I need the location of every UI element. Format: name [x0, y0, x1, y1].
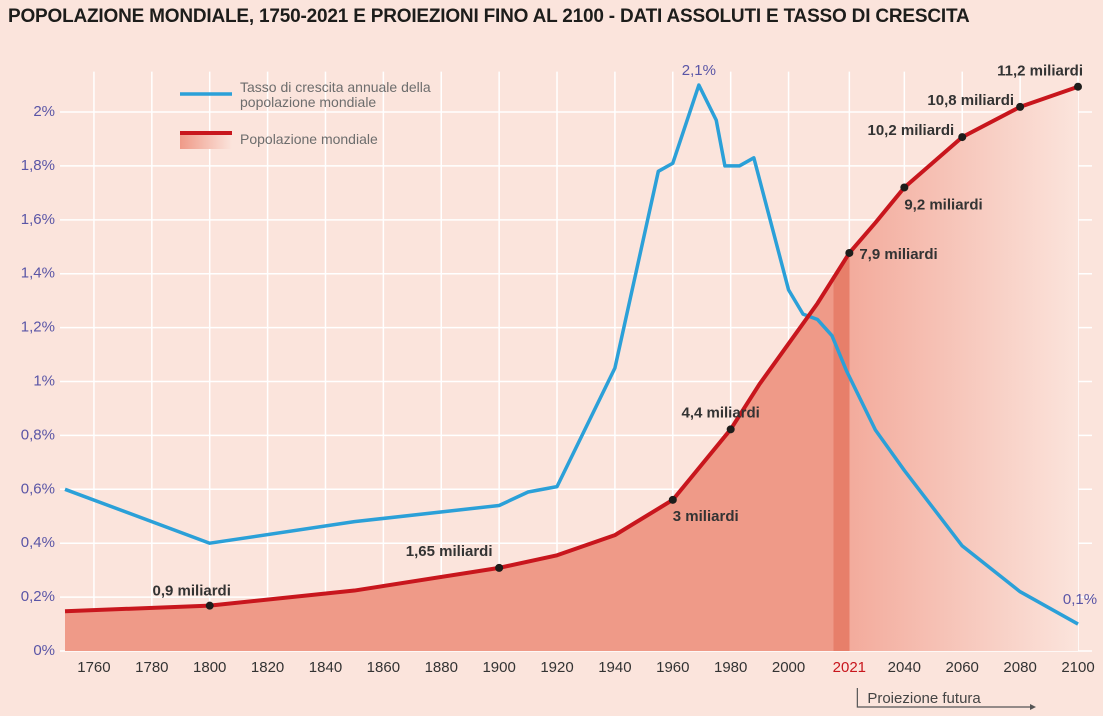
legend-label: Tasso di crescita annuale della popolazi… — [240, 79, 431, 110]
x-tick-label: 1900 — [482, 659, 515, 676]
y-tick-label: 0,4% — [21, 534, 55, 551]
y-tick-label: 0,8% — [21, 426, 55, 443]
data-label: 9,2 miliardi — [904, 196, 982, 213]
projection-bracket — [856, 688, 1030, 708]
x-tick-label: 1780 — [135, 659, 168, 676]
point — [726, 425, 735, 434]
x-tick-label: 2021 — [833, 659, 866, 676]
legend-label: Popolazione mondiale — [240, 131, 378, 147]
x-tick-label: 1940 — [598, 659, 631, 676]
line — [64, 84, 1079, 614]
y-tick-label: 1,2% — [21, 319, 55, 336]
data-label: 10,8 miliardi — [927, 92, 1014, 109]
x-tick-label: 1820 — [251, 659, 284, 676]
point — [668, 495, 677, 504]
x-tick-label: 2000 — [772, 659, 805, 676]
y-tick-label: 0,2% — [21, 588, 55, 605]
point — [845, 248, 854, 257]
projection-arrow — [1030, 704, 1036, 710]
x-tick-label: 1920 — [540, 659, 573, 676]
x-tick-label: 1880 — [425, 659, 458, 676]
y-tick-label: 0,6% — [21, 480, 55, 497]
y-tick-label: 1,4% — [21, 265, 55, 282]
data-label: 0,9 miliardi — [153, 583, 231, 600]
data-label: 7,9 miliardi — [859, 246, 937, 263]
data-label: 2,1% — [682, 62, 716, 79]
point — [1016, 102, 1025, 111]
projection-label: Proiezione futura — [867, 690, 981, 707]
legend-swatch — [180, 133, 232, 149]
x-tick-label: 2100 — [1061, 659, 1094, 676]
x-tick-label: 1960 — [656, 659, 689, 676]
data-label: 0,1% — [1063, 591, 1097, 608]
data-label: 4,4 miliardi — [681, 404, 759, 421]
x-tick-label: 1840 — [309, 659, 342, 676]
chart-title: POPOLAZIONE MONDIALE, 1750-2021 E PROIEZ… — [8, 6, 970, 27]
y-tick-label: 2% — [33, 103, 55, 120]
x-tick-label: 2040 — [888, 659, 921, 676]
y-tick-label: 1% — [33, 372, 55, 389]
y-tick-label: 1,6% — [21, 211, 55, 228]
data-label: 3 miliardi — [673, 508, 739, 525]
point — [205, 601, 214, 610]
x-tick-label: 1860 — [367, 659, 400, 676]
point — [1074, 82, 1082, 91]
x-tick-label: 1800 — [193, 659, 226, 676]
area — [65, 86, 1078, 651]
x-tick-label: 2080 — [1003, 659, 1036, 676]
y-tick-label: 1,8% — [21, 157, 55, 174]
point — [900, 183, 909, 192]
point — [495, 563, 504, 572]
x-tick-label: 1980 — [714, 659, 747, 676]
data-label: 10,2 miliardi — [868, 122, 955, 139]
x-tick-label: 2060 — [946, 659, 979, 676]
x-tick-label: 1760 — [77, 659, 110, 676]
point — [958, 133, 967, 142]
line — [64, 83, 1079, 626]
data-label: 1,65 miliardi — [406, 543, 493, 560]
data-label: 11,2 miliardi — [997, 63, 1083, 80]
y-tick-label: 0% — [33, 642, 55, 659]
